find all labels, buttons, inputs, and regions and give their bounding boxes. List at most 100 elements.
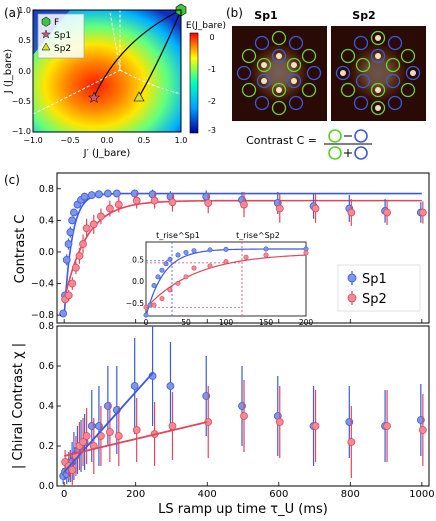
colorbar-tick-2: -2 [208, 97, 216, 106]
sp1-site-10 [241, 48, 257, 64]
contrast-legend-label-sp2: Sp2 [362, 292, 387, 307]
heatmap-frame [32, 9, 182, 133]
chiral-x-tick-2: 400 [198, 489, 217, 500]
chiral-sp1-fit-line [63, 371, 155, 473]
heatmap-x-tick-2: 0.0 [101, 136, 114, 145]
heatmap-x-tick-4: 1.0 [175, 136, 188, 145]
inset-sp2-point-7 [207, 263, 213, 269]
sp1-site-13 [286, 57, 302, 73]
contrast-sp2-point-5 [79, 240, 87, 248]
chiral-y-tick-2: 0.4 [39, 401, 54, 412]
sp2-site-7 [353, 95, 369, 111]
colorbar-tick-0: 0 [209, 33, 214, 42]
inset-sp1-point-9 [191, 248, 197, 254]
sp2-site-4 [400, 82, 416, 98]
contrast-plot-frame [56, 172, 430, 324]
sp2-site-10 [340, 48, 356, 64]
sp2-site-5 [387, 95, 403, 111]
contrast-sp2-point-20 [418, 208, 427, 217]
chiral-x-tick-0: 0 [61, 489, 67, 500]
chiral-sp2-point-19 [383, 422, 391, 430]
inset-sp1-point-0 [143, 312, 149, 318]
heatmap-marker-sp1 [87, 91, 101, 104]
inset-x-tick-1: 50 [181, 318, 191, 327]
chiral-y-tick-0: 0.8 [39, 321, 54, 332]
contrast-sp2-point-10 [114, 200, 123, 209]
heatmap-white-boundary-1 [32, 10, 121, 115]
heatmap-x-tick-3: 0.5 [138, 136, 151, 145]
chiral-y-tick-4: 0.0 [39, 481, 54, 492]
inset-sp2-point-2 [159, 296, 165, 302]
contrast-y-tick-4: −0.8 [31, 310, 54, 321]
contrast-legend: Sp1 Sp2 [337, 264, 421, 312]
legend-hexagon-icon [41, 16, 51, 27]
heatmap-x-label: J′ (J_bare) [83, 148, 131, 159]
chiral-y-label: | Chiral Contrast χ | [11, 343, 26, 469]
contrast-sp2-point-3 [71, 263, 80, 272]
sp1-atom-12 [276, 53, 282, 59]
sp1-site-7 [254, 95, 270, 111]
contrast-sp2-point-4 [75, 251, 84, 260]
contrast-formula: Contrast C = [246, 129, 372, 160]
chiral-x-label: LS ramp up time τ_U (ms) [158, 502, 328, 517]
chiral-y-tick-1: 0.6 [39, 361, 54, 372]
heatmap-legend-label-sp1: Sp1 [54, 31, 71, 41]
contrast-y-tick-3: −0.4 [31, 279, 54, 290]
panel-label-b: (b) [226, 6, 243, 20]
contrast-sp1-point-4 [66, 228, 75, 237]
contrast-y-tick-1: 0.4 [39, 215, 54, 226]
contrast-sp2-point-18 [347, 208, 356, 217]
contrast-sp2-point-7 [89, 220, 98, 229]
chiral-x-tick-3: 600 [269, 489, 288, 500]
contrast-legend-label-sp1: Sp1 [362, 272, 387, 287]
contrast-sp2-point-13 [168, 198, 177, 207]
sp2-site-14 [385, 73, 401, 89]
sp1-atom-15 [276, 87, 282, 93]
contrast-sp2-point-11 [132, 196, 141, 205]
contrast-sp1-fit-line [63, 192, 422, 316]
heatmap-legend-label-sp2: Sp2 [54, 44, 71, 54]
heatmap-white-boundary-2 [119, 69, 182, 95]
sp1-site-3 [306, 65, 322, 81]
heatmap-marker-sp2 [133, 91, 145, 102]
sp2-site-16 [355, 73, 371, 89]
panel-label-a: (a) [4, 6, 21, 20]
contrast-sp2-point-8 [97, 212, 105, 221]
colorbar-gradient [189, 32, 199, 134]
panel-label-c: (c) [4, 173, 20, 187]
inset-sp1-point-3 [155, 274, 161, 280]
contrast-sp2-point-12 [150, 196, 159, 205]
sp1-atom-17 [261, 62, 267, 68]
chiral-sp1-point-16 [166, 382, 175, 390]
chiral-x-tick-1: 200 [126, 489, 145, 500]
heatmap-y-label: J (J_bare) [3, 49, 14, 94]
inset-y-tick-0: 0.5 [132, 255, 144, 264]
sp1-site-9 [236, 65, 252, 81]
colorbar-tick-3: -3 [208, 126, 216, 135]
heatmap-colorbar: E(J_bare) 0 -1 -2 -3 [186, 21, 226, 135]
contrast-sp2-point-6 [82, 224, 91, 233]
legend-triangle-icon [41, 42, 51, 51]
chiral-sp2-point-9 [105, 428, 114, 436]
sp1-atom-14 [291, 78, 297, 84]
heatmap-x-tick-0: −1.0 [23, 136, 42, 145]
contrast-sp1-point-3 [64, 240, 73, 248]
sp1-site-2 [301, 48, 317, 64]
sp2-fluorescence-image [331, 26, 426, 121]
inset-trise-sp1-label: t_rise^Sp1 [156, 231, 200, 240]
chiral-x-tick-5: 1000 [409, 489, 434, 500]
contrast-sp2-point-17 [311, 204, 320, 213]
sp1-site-15 [271, 82, 287, 98]
chiral-sp2-point-2 [68, 466, 77, 474]
contrast-sp2-point-15 [240, 200, 248, 209]
inset-sp1-point-8 [183, 249, 189, 255]
chiral-sp2-point-16 [275, 418, 284, 426]
inset-sp1-point-10 [207, 247, 213, 253]
contrast-sp2-point-16 [275, 204, 284, 213]
colorbar-tick-1: -1 [208, 65, 216, 74]
sp2-atom-0 [375, 35, 381, 41]
contrast-sp2-point-2 [68, 279, 77, 288]
sp1-site-6 [271, 100, 287, 116]
sp1-site-1 [288, 35, 304, 51]
legend-sp2-marker-icon [347, 293, 357, 303]
